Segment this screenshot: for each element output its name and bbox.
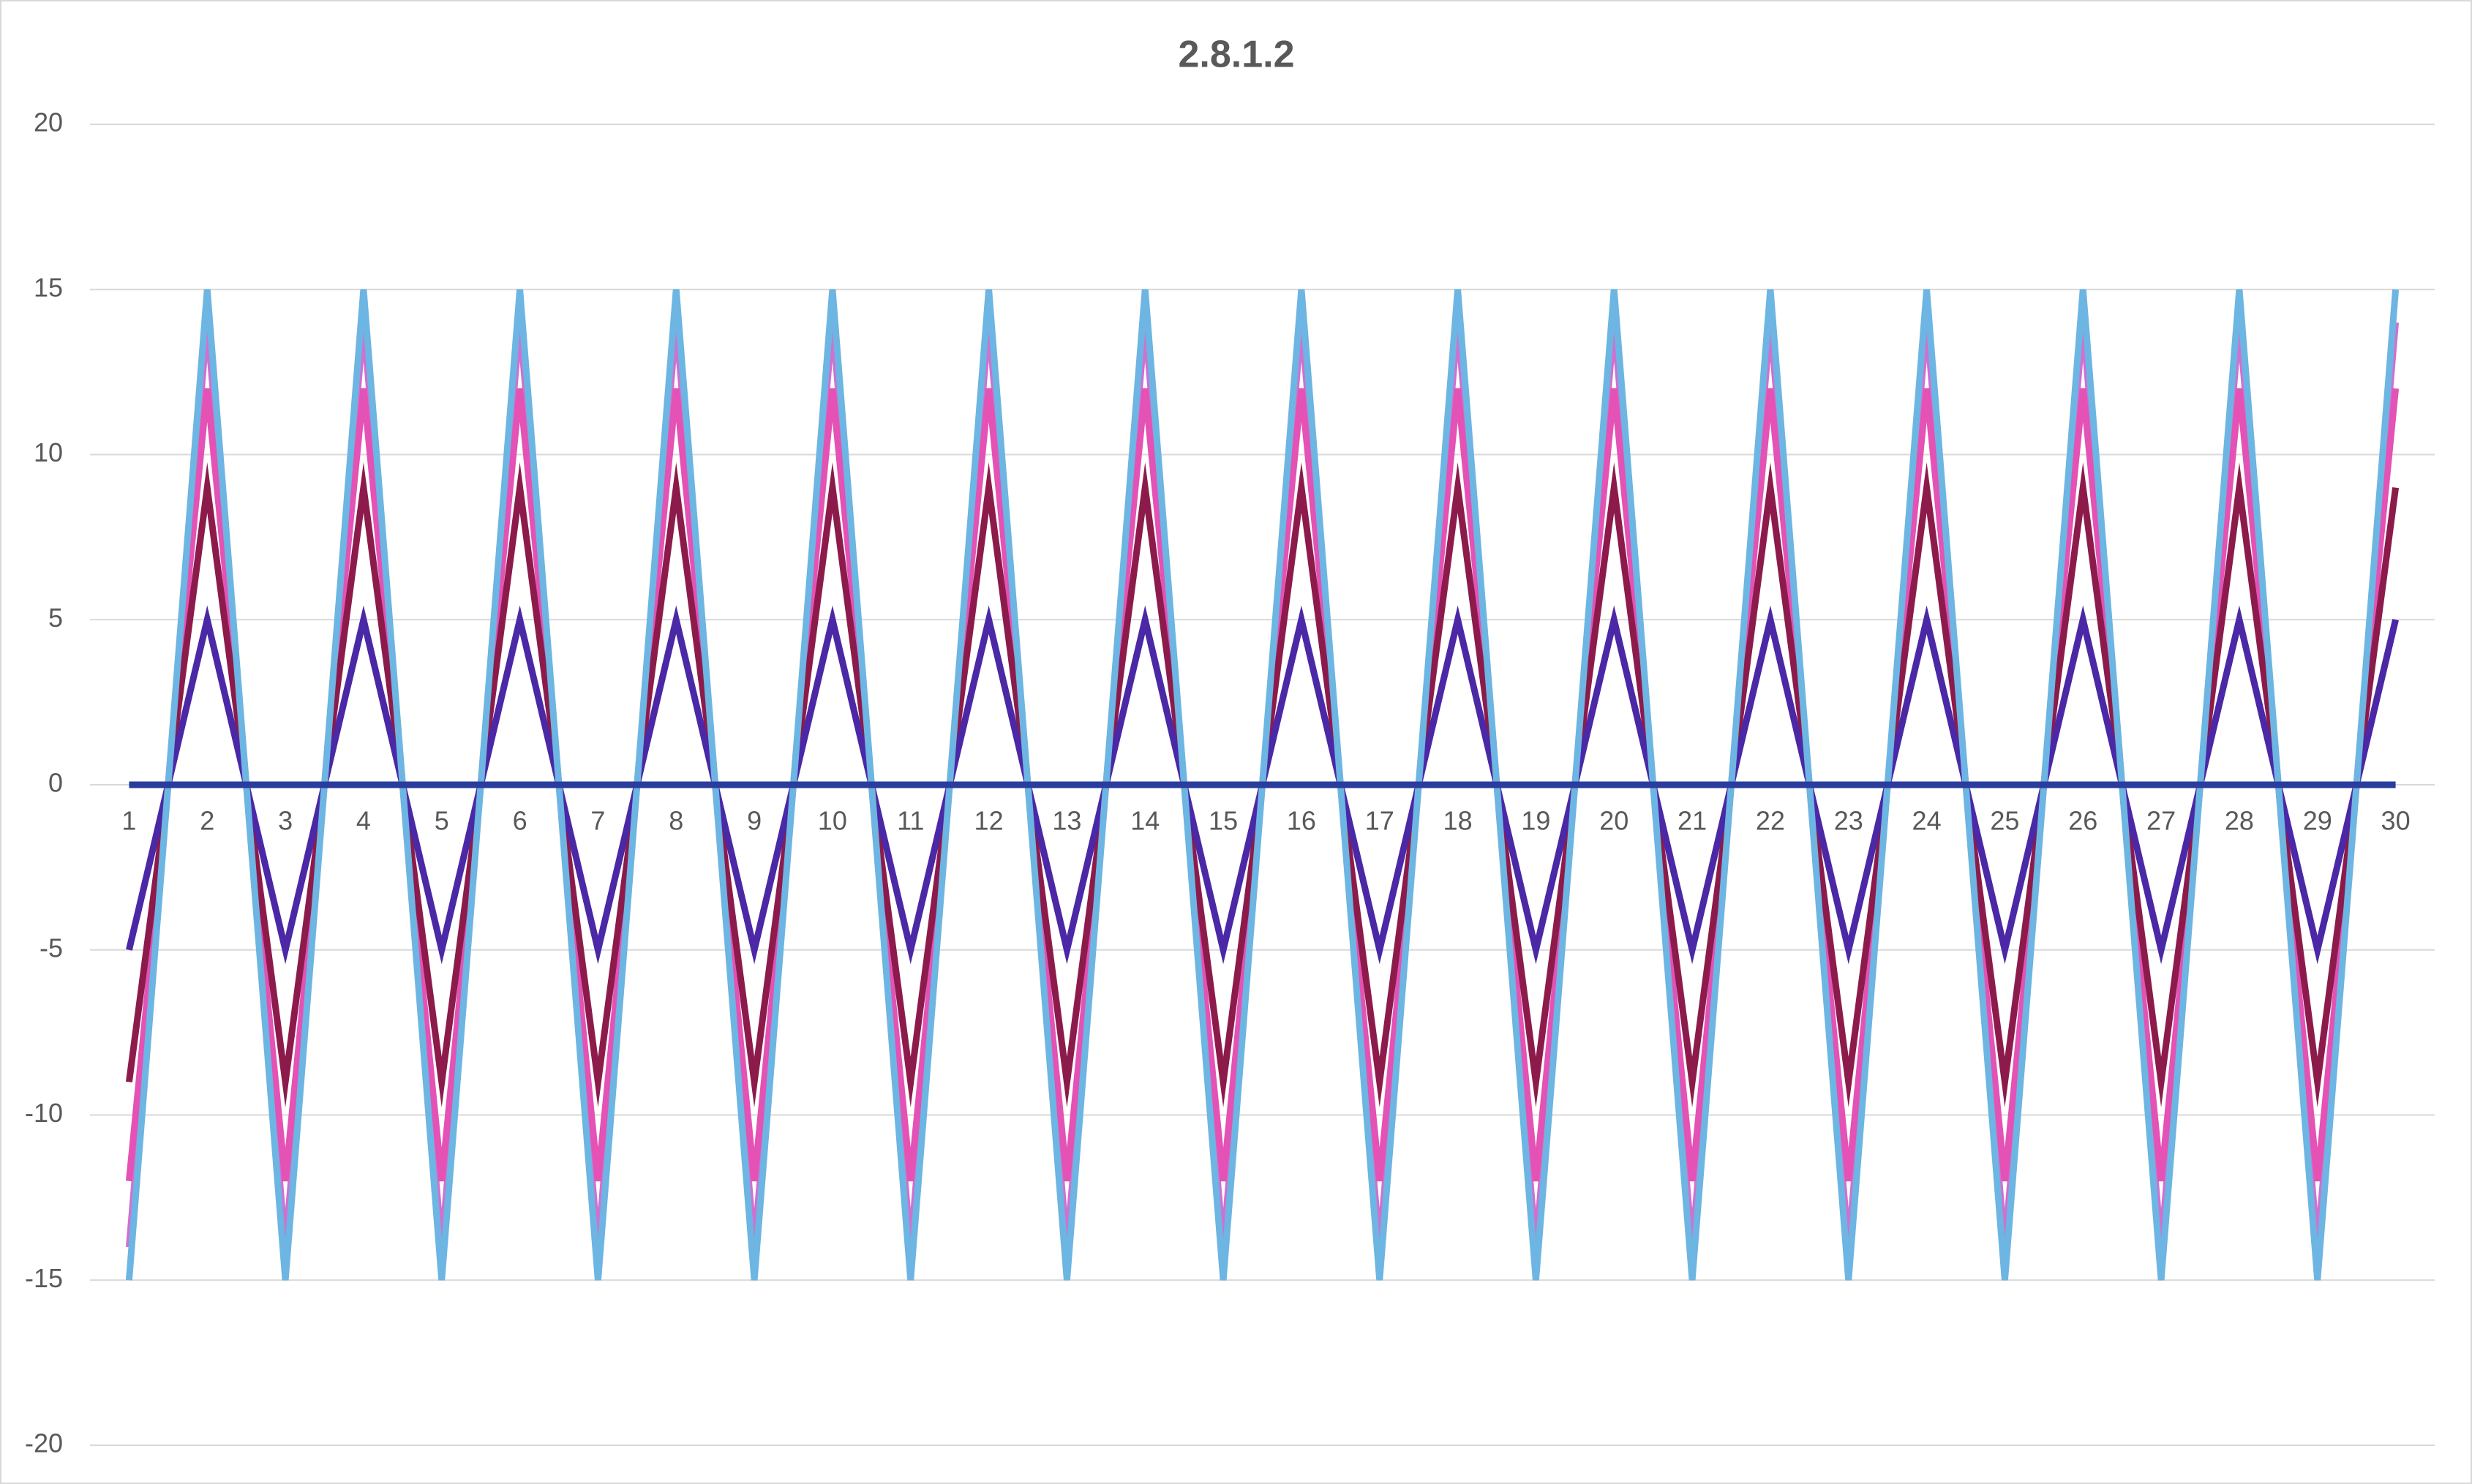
y-tick-label: 15 xyxy=(34,272,63,302)
x-tick-label: 15 xyxy=(1209,806,1238,836)
x-tick-label: 13 xyxy=(1052,806,1081,836)
x-tick-label: 29 xyxy=(2303,806,2332,836)
y-tick-label: 10 xyxy=(34,437,63,467)
x-tick-label: 24 xyxy=(1912,806,1942,836)
x-tick-label: 27 xyxy=(2146,806,2176,836)
x-tick-label: 1 xyxy=(121,806,136,836)
x-tick-label: 22 xyxy=(1756,806,1785,836)
x-tick-label: 25 xyxy=(1990,806,2019,836)
x-tick-label: 21 xyxy=(1678,806,1707,836)
x-tick-label: 28 xyxy=(2225,806,2254,836)
x-tick-label: 18 xyxy=(1443,806,1473,836)
x-tick-label: 19 xyxy=(1521,806,1550,836)
x-tick-label: 7 xyxy=(590,806,605,836)
y-tick-label: -5 xyxy=(40,933,63,963)
y-tick-label: -10 xyxy=(25,1098,63,1128)
x-tick-label: 30 xyxy=(2381,806,2411,836)
x-tick-label: 11 xyxy=(897,806,924,836)
x-tick-label: 3 xyxy=(278,806,293,836)
x-tick-label: 5 xyxy=(435,806,449,836)
x-tick-label: 23 xyxy=(1834,806,1863,836)
x-tick-label: 17 xyxy=(1365,806,1394,836)
x-tick-label: 4 xyxy=(356,806,371,836)
x-tick-label: 6 xyxy=(513,806,527,836)
x-tick-label: 12 xyxy=(974,806,1004,836)
x-tick-label: 10 xyxy=(818,806,847,836)
x-tick-label: 8 xyxy=(669,806,683,836)
chart-title: 2.8.1.2 xyxy=(1178,34,1294,76)
y-tick-label: 5 xyxy=(48,603,63,633)
x-tick-label: 20 xyxy=(1599,806,1628,836)
x-tick-label: 14 xyxy=(1130,806,1160,836)
y-tick-label: 20 xyxy=(34,108,63,138)
x-tick-label: 26 xyxy=(2068,806,2097,836)
y-tick-label: -15 xyxy=(25,1263,63,1293)
x-tick-label: 9 xyxy=(747,806,762,836)
x-tick-label: 16 xyxy=(1287,806,1316,836)
x-tick-label: 2 xyxy=(200,806,214,836)
y-tick-label: 0 xyxy=(48,768,63,798)
y-tick-label: -20 xyxy=(25,1428,63,1458)
